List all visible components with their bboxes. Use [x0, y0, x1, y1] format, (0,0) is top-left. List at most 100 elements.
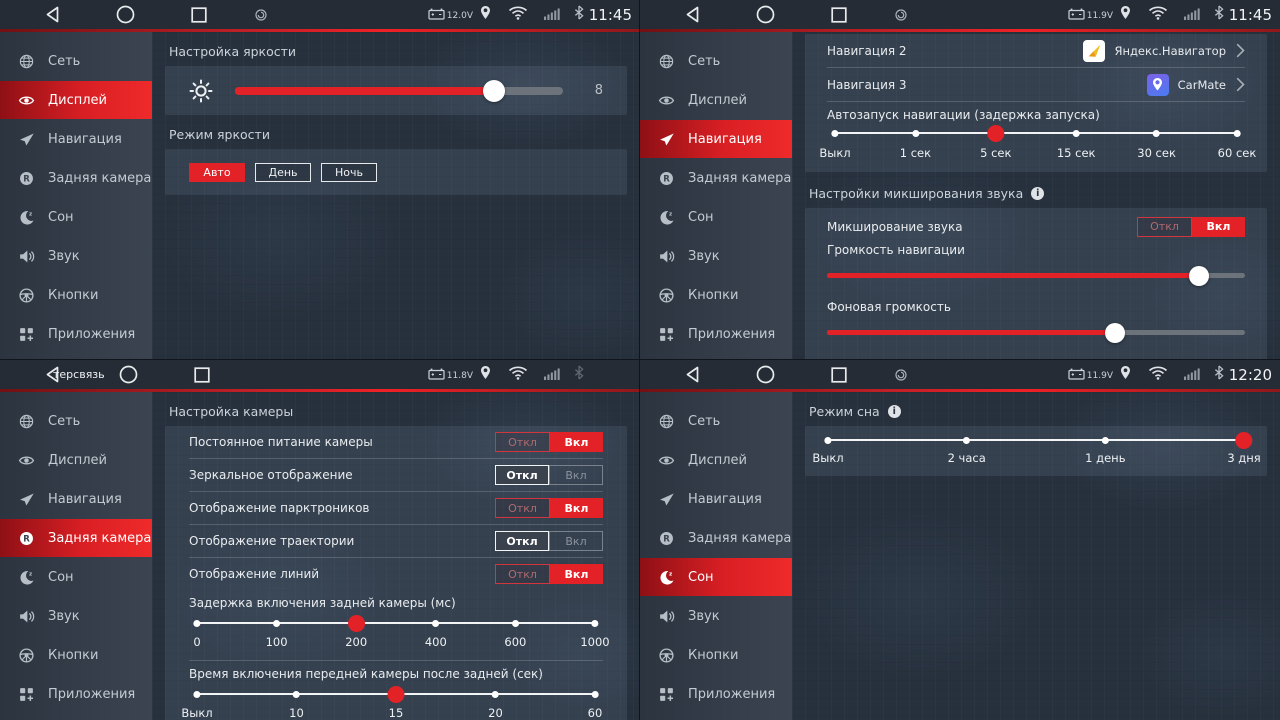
slider-stop[interactable]: 400: [425, 614, 447, 649]
back-button[interactable]: [685, 0, 700, 29]
sidebar-item-buttons[interactable]: Кнопки: [0, 276, 152, 314]
recents-button[interactable]: [193, 360, 210, 389]
slider-track[interactable]: [197, 622, 595, 624]
slider-stop[interactable]: 2 часа: [948, 426, 986, 465]
sidebar-item-sound[interactable]: Звук: [0, 237, 152, 275]
slider-stop[interactable]: 600: [504, 614, 526, 649]
sleep-mode-slider[interactable]: Выкл 2 часа 1 день 3 дня: [812, 426, 1261, 476]
slider-track[interactable]: [828, 439, 1244, 441]
background-volume-slider[interactable]: [827, 322, 1245, 343]
info-icon[interactable]: i: [887, 405, 901, 418]
sidebar-item-sound[interactable]: Звук: [640, 237, 792, 275]
slider-thumb[interactable]: [1105, 322, 1126, 343]
sidebar-item-apps[interactable]: Приложения: [0, 675, 152, 713]
brightness-mode-button[interactable]: Авто: [189, 162, 245, 182]
nav2-row[interactable]: Навигация 2 Яндекс.Навигатор: [827, 34, 1245, 67]
toggle-off-segment[interactable]: Откл: [495, 465, 549, 485]
front-camera-time-slider[interactable]: Выкл 10 15 20 60: [181, 685, 603, 720]
slider-stop[interactable]: 60 сек: [1218, 122, 1256, 160]
recents-button[interactable]: [831, 0, 847, 29]
sidebar-item-display[interactable]: Дисплей: [0, 81, 152, 119]
home-button[interactable]: [119, 360, 138, 389]
sidebar-item-sound[interactable]: Звук: [640, 597, 792, 635]
sidebar-item-network[interactable]: Сеть: [640, 42, 792, 80]
slider-stop[interactable]: 10: [289, 685, 304, 720]
sidebar-item-sleep[interactable]: z Сон: [0, 198, 152, 236]
slider-thumb[interactable]: 15: [387, 685, 405, 720]
setting-toggle[interactable]: Откл Вкл: [495, 531, 603, 551]
sidebar-item-display[interactable]: Дисплей: [0, 441, 152, 479]
back-button[interactable]: [685, 360, 700, 389]
autostart-delay-slider[interactable]: Выкл 1 сек 5 сек 15 сек 30 сек 60 сек: [819, 122, 1256, 172]
sidebar-item-apps[interactable]: Приложения: [0, 315, 152, 353]
slider-stop[interactable]: 1 день: [1085, 426, 1125, 465]
slider-thumb[interactable]: [483, 79, 506, 102]
info-icon[interactable]: i: [1031, 187, 1045, 200]
recents-button[interactable]: [831, 360, 847, 389]
sidebar-item-buttons[interactable]: Кнопки: [0, 636, 152, 674]
setting-toggle[interactable]: Откл Вкл: [495, 432, 603, 452]
slider-stop[interactable]: 1 сек: [900, 122, 931, 160]
slider-stop[interactable]: 30 сек: [1137, 122, 1176, 160]
slider-track[interactable]: [835, 132, 1237, 134]
mixing-toggle[interactable]: Откл Вкл: [1137, 216, 1245, 237]
sidebar-item-navigation[interactable]: Навигация: [0, 120, 152, 158]
toggle-on-segment[interactable]: Вкл: [550, 564, 603, 584]
home-button[interactable]: [116, 0, 135, 29]
slider-stop[interactable]: 1000: [580, 614, 610, 649]
slider-thumb[interactable]: 200: [345, 614, 367, 649]
slider-stop[interactable]: Выкл: [819, 122, 851, 160]
brightness-slider[interactable]: [235, 79, 563, 102]
slider-stop[interactable]: 60: [588, 685, 602, 720]
back-button[interactable]: [45, 0, 60, 29]
sidebar-item-network[interactable]: Сеть: [640, 402, 792, 440]
slider-thumb[interactable]: 5 сек: [980, 122, 1011, 160]
slider-stop[interactable]: Выкл: [812, 426, 844, 465]
toggle-off-segment[interactable]: Откл: [495, 531, 549, 551]
sidebar-item-buttons[interactable]: Кнопки: [640, 636, 792, 674]
toggle-off-segment[interactable]: Откл: [495, 432, 550, 452]
slider-thumb[interactable]: [1189, 265, 1210, 286]
toggle-on-segment[interactable]: Вкл: [550, 432, 603, 452]
sidebar-item-rear-camera[interactable]: R Задняя камера: [0, 159, 152, 197]
toggle-on-segment[interactable]: Вкл: [1192, 216, 1245, 237]
sidebar-item-sleep[interactable]: z Сон: [640, 558, 792, 596]
sidebar-item-sound[interactable]: Звук: [0, 597, 152, 635]
sidebar-item-rear-camera[interactable]: R Задняя камера: [640, 159, 792, 197]
setting-toggle[interactable]: Откл Вкл: [495, 465, 603, 485]
sidebar-item-sleep[interactable]: z Сон: [0, 558, 152, 596]
sidebar-item-apps[interactable]: Приложения: [640, 315, 792, 353]
toggle-off-segment[interactable]: Откл: [1137, 216, 1192, 237]
home-button[interactable]: [756, 360, 775, 389]
slider-stop[interactable]: 0: [193, 614, 201, 649]
nav3-row[interactable]: Навигация 3 CarMate: [827, 68, 1245, 101]
sidebar-item-network[interactable]: Сеть: [0, 42, 152, 80]
sidebar-item-sleep[interactable]: z Сон: [640, 198, 792, 236]
sidebar-item-display[interactable]: Дисплей: [640, 441, 792, 479]
camera-delay-slider[interactable]: 0 100 200 400 600 1000: [189, 614, 610, 660]
toggle-off-segment[interactable]: Откл: [495, 498, 550, 518]
setting-toggle[interactable]: Откл Вкл: [495, 564, 603, 584]
toggle-on-segment[interactable]: Вкл: [549, 531, 603, 551]
home-button[interactable]: [756, 0, 775, 29]
toggle-off-segment[interactable]: Откл: [495, 564, 550, 584]
toggle-on-segment[interactable]: Вкл: [549, 465, 603, 485]
slider-stop[interactable]: 20: [488, 685, 503, 720]
slider-stop[interactable]: 100: [266, 614, 288, 649]
slider-thumb[interactable]: 3 дня: [1227, 426, 1261, 465]
setting-toggle[interactable]: Откл Вкл: [495, 498, 603, 518]
sidebar-item-display[interactable]: Дисплей: [640, 81, 792, 119]
recents-button[interactable]: [191, 0, 207, 29]
nav-volume-slider[interactable]: [827, 265, 1245, 286]
sidebar-item-buttons[interactable]: Кнопки: [640, 276, 792, 314]
brightness-mode-button[interactable]: День: [255, 162, 311, 182]
slider-stop[interactable]: Выкл: [181, 685, 213, 720]
back-button[interactable]: [45, 360, 60, 389]
sidebar-item-rear-camera[interactable]: R Задняя камера: [0, 519, 152, 557]
sidebar-item-apps[interactable]: Приложения: [640, 675, 792, 713]
sidebar-item-navigation[interactable]: Навигация: [0, 480, 152, 518]
slider-stop[interactable]: 15 сек: [1057, 122, 1096, 160]
sidebar-item-rear-camera[interactable]: R Задняя камера: [640, 519, 792, 557]
sidebar-item-network[interactable]: Сеть: [0, 402, 152, 440]
sidebar-item-navigation[interactable]: Навигация: [640, 480, 792, 518]
